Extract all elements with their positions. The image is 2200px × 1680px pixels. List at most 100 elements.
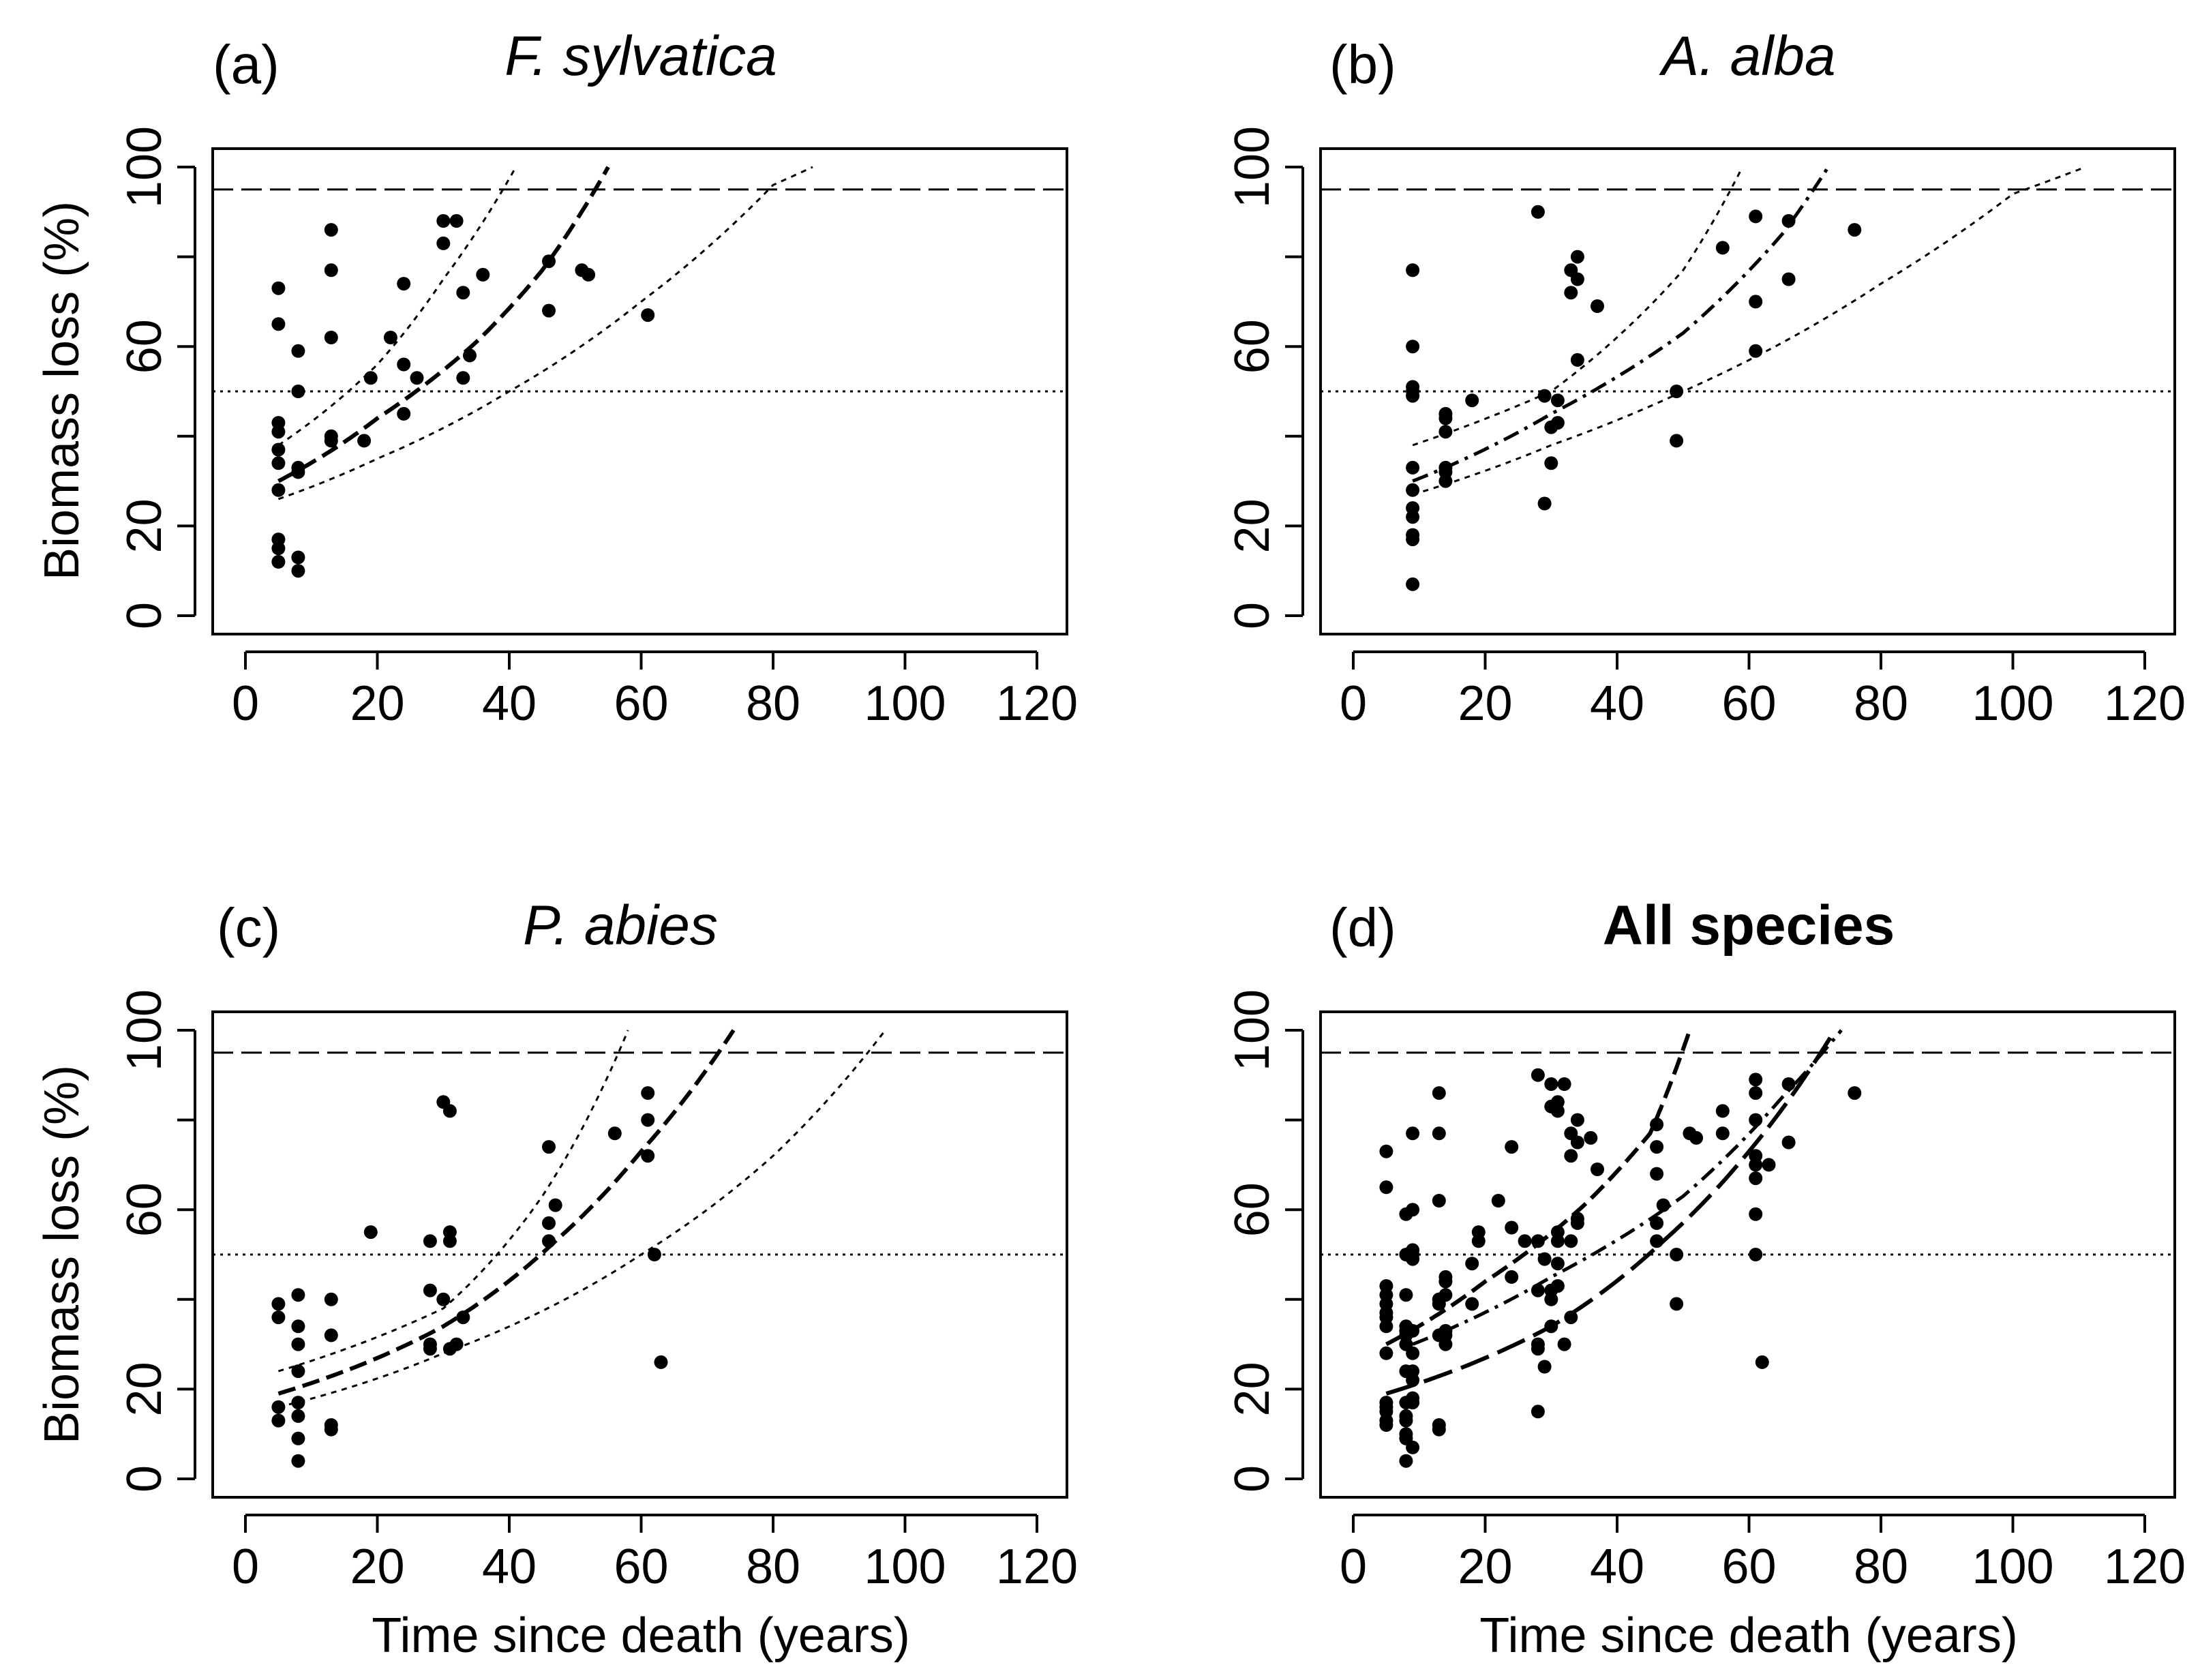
panel-a-data-point	[476, 267, 490, 282]
panel-d-data-point	[1749, 1171, 1763, 1186]
panel-c-data-point	[271, 1413, 286, 1428]
panel-d-data-point	[1406, 1248, 1420, 1261]
panel-c-data-point	[548, 1198, 562, 1212]
panel-d-data-point	[1399, 1409, 1413, 1423]
panel-a-x-tick-label: 120	[996, 676, 1078, 731]
panel-d-data-point	[1406, 1203, 1420, 1217]
panel-a-title: F. sylvatica	[504, 25, 777, 87]
panel-d-data-point	[1749, 1207, 1763, 1221]
panel-b-data-point	[1537, 496, 1552, 511]
panel-a-data-point	[271, 541, 286, 556]
panel-d-data-point	[1749, 1149, 1763, 1163]
panel-d-data-point	[1570, 1135, 1584, 1150]
panel-d-data-point	[1432, 1086, 1446, 1100]
panel-c-data-point	[423, 1283, 437, 1298]
panel-d-data-point	[1465, 1257, 1479, 1271]
panel-c-x-tick-label: 60	[614, 1540, 668, 1594]
panel-c-data-point	[542, 1140, 556, 1154]
panel-b-y-tick-label: 20	[1225, 498, 1280, 553]
panel-a-data-point	[463, 348, 477, 363]
panel-d-y-tick-label: 100	[1225, 989, 1280, 1071]
panel-b-data-point	[1570, 250, 1584, 264]
panel-b-data-point	[1406, 460, 1420, 475]
panel-a-data-point	[271, 456, 286, 470]
panel-a-curve-upper-bound	[277, 166, 517, 447]
panel-d-data-point	[1715, 1126, 1730, 1141]
panel-a-data-point	[456, 371, 470, 385]
panel-d-data-point	[1379, 1310, 1393, 1325]
panel-b-data-point	[1438, 425, 1453, 439]
panel-d-data-point	[1379, 1413, 1393, 1428]
panel-d-data-point	[1650, 1140, 1664, 1154]
panel-a-data-point	[271, 483, 286, 497]
panel-c-data-point	[291, 1454, 305, 1468]
panel-b-data-point	[1406, 263, 1420, 278]
panel-d-x-tick-label: 120	[2104, 1540, 2186, 1594]
panel-a-x-tick-label: 100	[864, 676, 946, 731]
panel-c-data-point	[641, 1086, 655, 1100]
panel-a-data-point	[357, 434, 372, 448]
panel-d-data-point	[1650, 1216, 1664, 1230]
panel-b: (b) A. alba 0 20 40 60 80 100 120 0 20 60 100	[1225, 25, 2186, 731]
panel-b-data-point	[1406, 532, 1420, 547]
panel-b-title: A. alba	[1658, 25, 1835, 87]
panel-a-data-point	[542, 303, 556, 318]
panel-d-data-point	[1550, 1234, 1565, 1248]
panel-c-x-axis-label: Time since death (years)	[372, 1608, 910, 1663]
panel-c-data-point	[324, 1422, 338, 1437]
panel-d-data-point	[1591, 1162, 1604, 1176]
panel-d-data-point	[1406, 1346, 1420, 1360]
panel-c-data-point	[271, 1297, 286, 1311]
panel-a-data-point	[271, 555, 286, 569]
panel-a-y-tick-label: 60	[117, 319, 172, 374]
panel-d-x-tick-label: 60	[1721, 1540, 1776, 1594]
panel-c-data-point	[291, 1364, 305, 1379]
panel-c-data-point	[436, 1292, 451, 1306]
panel-d-data-point	[1570, 1113, 1584, 1127]
panel-c-data-point	[641, 1113, 655, 1127]
panel-a-y-tick-label: 0	[117, 602, 172, 629]
panel-c-data-point	[271, 1310, 286, 1325]
panel-c-x-tick-label: 0	[232, 1540, 259, 1594]
panel-b-y-tick-label: 100	[1225, 126, 1280, 208]
panel-d-y-tick-label: 60	[1225, 1182, 1280, 1237]
panel-d-data-point	[1762, 1158, 1776, 1172]
panel-d-data-point	[1471, 1225, 1486, 1240]
panel-d-data-point	[1650, 1234, 1664, 1248]
panel-d-curve-fit-p-abies	[1385, 1029, 1837, 1396]
panel-b-data-point	[1570, 272, 1584, 286]
panel-d-data-point	[1465, 1297, 1479, 1311]
panel-d-title: All species	[1603, 895, 1895, 957]
panel-b-data-point	[1749, 344, 1763, 358]
panel-d-data-point	[1531, 1234, 1545, 1248]
panel-c-data-point	[654, 1355, 668, 1369]
panel-a-data-point	[291, 550, 305, 565]
panel-c-data-point	[423, 1342, 437, 1356]
panel-c-data-point	[456, 1310, 470, 1325]
panel-b-data-point	[1531, 205, 1545, 219]
panel-d-data-point	[1544, 1319, 1558, 1334]
panel-a-data-point	[582, 267, 596, 282]
panel-b-data-point	[1550, 393, 1565, 408]
panel-d-data-point	[1399, 1454, 1413, 1468]
panel-c-letter: (c)	[217, 897, 280, 958]
panel-c-title: P. abies	[523, 895, 718, 957]
panel-d-data-point	[1656, 1198, 1670, 1212]
panel-c-data-point	[542, 1234, 556, 1248]
panel-d-data-point	[1781, 1135, 1796, 1150]
panel-d-data-point	[1848, 1086, 1862, 1100]
panel-d-curve-fit-f-sylvatica	[1385, 1030, 1692, 1347]
panel-c-x-tick-label: 40	[482, 1540, 537, 1594]
panel-b-data-point	[1406, 340, 1420, 354]
panel-d-data-point	[1584, 1130, 1598, 1145]
panel-d-data-point	[1531, 1283, 1545, 1298]
panel-a: (a) F. sylvatica Biomass loss (%) 0 20 40 6…	[35, 25, 1078, 731]
panel-b-data-point	[1438, 411, 1453, 425]
panel-b-curve-fit	[1412, 166, 1830, 483]
panel-a-data-point	[271, 425, 286, 439]
panel-d-x-axis-label: Time since death (years)	[1479, 1608, 2018, 1663]
panel-d-data-point	[1564, 1234, 1578, 1248]
panel-d-data-point	[1755, 1355, 1769, 1369]
panel-c-curves	[277, 1029, 886, 1409]
